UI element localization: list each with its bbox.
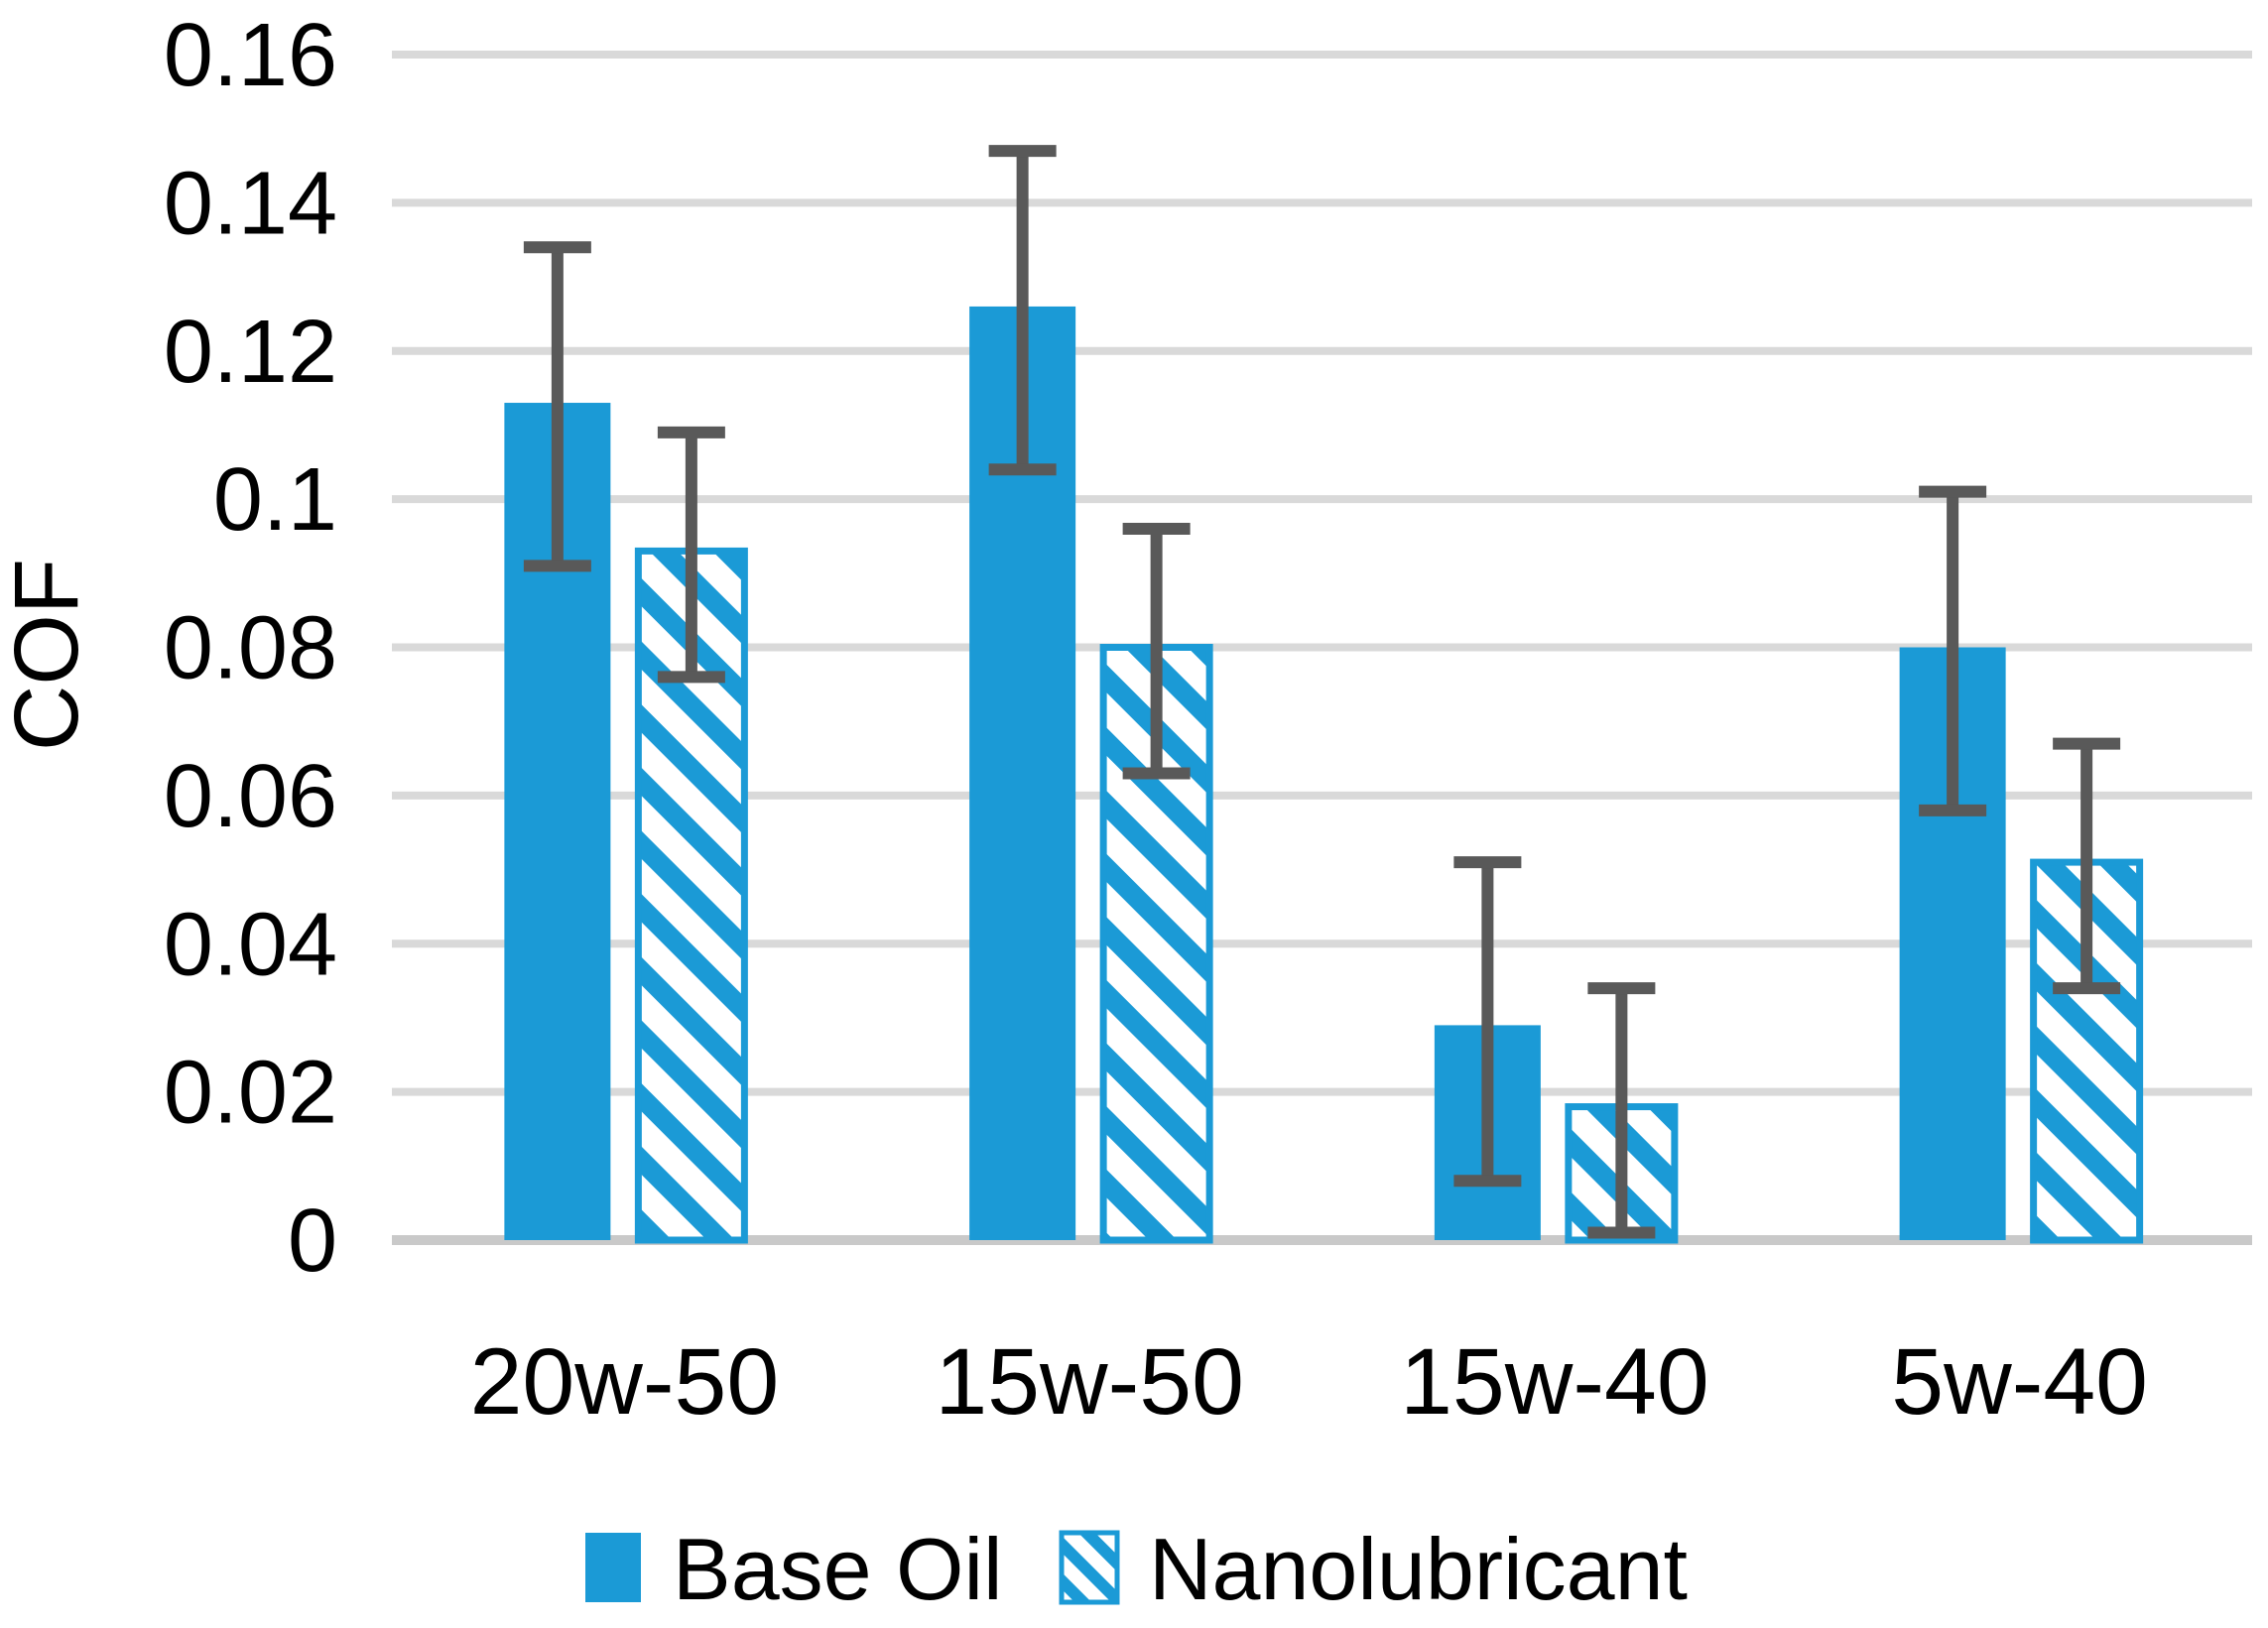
x-category-label: 20w-50 <box>470 1329 780 1435</box>
y-tick-label: 0.04 <box>164 895 337 994</box>
y-tick-label: 0.14 <box>164 154 337 253</box>
legend: Base Oil Nanolubricant <box>585 1520 1688 1618</box>
y-tick-label: 0.08 <box>164 599 337 698</box>
x-axis-labels: 20w-50 15w-50 15w-40 5w-40 <box>470 1329 2148 1435</box>
y-axis-tick-labels: 0 0.02 0.04 0.06 0.08 0.1 0.12 0.14 0.16 <box>164 6 337 1291</box>
x-category-label: 5w-40 <box>1891 1329 2148 1435</box>
error-bar-base-oil-15w-40 <box>1453 856 1522 1188</box>
error-bar-base-oil-15w-50 <box>988 145 1057 476</box>
legend-item-base-oil: Base Oil <box>585 1520 1003 1618</box>
y-axis-title: COF <box>0 559 97 751</box>
y-tick-label: 0.02 <box>164 1044 337 1143</box>
error-bar-nanolubricant-15w-50 <box>1122 523 1191 780</box>
y-tick-label: 0.06 <box>164 747 337 846</box>
legend-swatch-hatched <box>1059 1530 1120 1605</box>
y-tick-label: 0 <box>288 1191 337 1291</box>
x-category-label: 15w-50 <box>935 1329 1244 1435</box>
legend-label: Nanolubricant <box>1149 1520 1688 1618</box>
error-bar-nanolubricant-20w-50 <box>657 426 725 684</box>
y-tick-label: 0.16 <box>164 6 337 105</box>
y-tick-label: 0.12 <box>164 303 337 402</box>
legend-swatch-solid <box>585 1533 641 1602</box>
error-bar-nanolubricant-15w-40 <box>1587 982 1656 1239</box>
bars <box>504 306 2144 1244</box>
error-bars <box>523 145 2121 1239</box>
x-category-label: 15w-40 <box>1400 1329 1709 1435</box>
error-bar-nanolubricant-5w-40 <box>2053 737 2121 995</box>
error-bar-base-oil-20w-50 <box>523 241 591 572</box>
legend-item-nanolubricant: Nanolubricant <box>1059 1520 1688 1618</box>
legend-label: Base Oil <box>673 1520 1003 1618</box>
y-tick-label: 0.1 <box>213 450 337 550</box>
error-bar-base-oil-5w-40 <box>1919 485 1987 816</box>
